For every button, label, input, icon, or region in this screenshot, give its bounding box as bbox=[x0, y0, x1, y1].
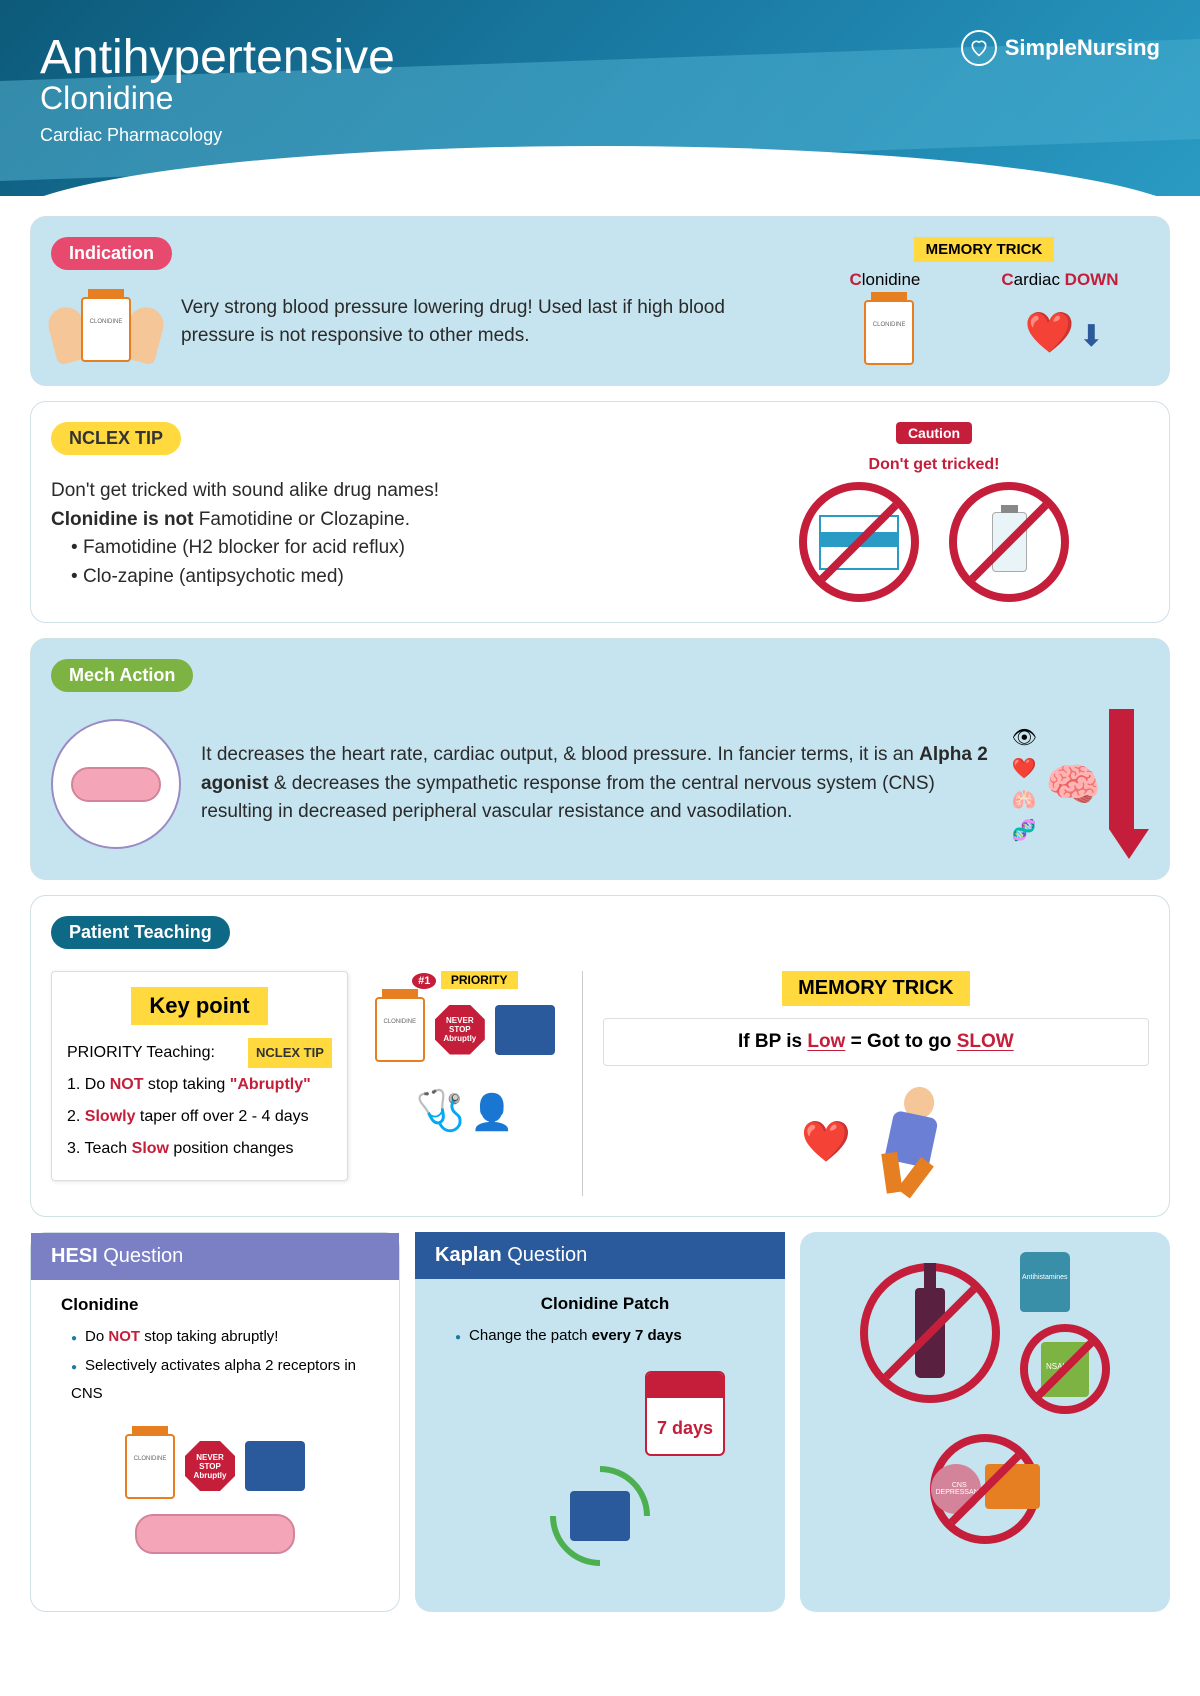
teaching-item-1: 1. Do NOT stop taking "Abruptly" bbox=[67, 1069, 332, 1101]
bp-check-illustration: 🩺 👤 bbox=[363, 1087, 567, 1134]
kaplan-bullet-1: Change the patch every 7 days bbox=[455, 1322, 765, 1351]
page-header: Antihypertensive Clonidine Cardiac Pharm… bbox=[0, 0, 1200, 196]
hesi-question-card: HESI Question Clonidine Do NOT stop taki… bbox=[30, 1232, 400, 1612]
avoid-substances-card: Antihistamines NSAID CNS DEPRESSANT bbox=[800, 1232, 1170, 1612]
hesi-illustration: NEVER STOP Abruptly bbox=[51, 1434, 379, 1554]
question-cards-row: HESI Question Clonidine Do NOT stop taki… bbox=[30, 1232, 1170, 1612]
heart-circle-icon bbox=[961, 30, 997, 66]
mech-action-badge: Mech Action bbox=[51, 659, 193, 692]
indication-text: Very strong blood pressure lowering drug… bbox=[181, 294, 799, 351]
mech-action-card: Mech Action It decreases the heart rate,… bbox=[30, 638, 1170, 880]
muscle-arm-icon bbox=[51, 282, 161, 362]
nclex-bullet2: • Clo-zapine (antipsychotic med) bbox=[71, 563, 699, 592]
memory-trick-text: If BP is Low = Got to go SLOW bbox=[603, 1018, 1149, 1066]
calendar-icon: 7 days bbox=[645, 1371, 725, 1456]
key-point-title: Key point bbox=[131, 987, 267, 1025]
brand-logo: SimpleNursing bbox=[961, 30, 1160, 66]
patient-teaching-badge: Patient Teaching bbox=[51, 916, 230, 949]
hesi-header: HESI Question bbox=[31, 1233, 399, 1280]
hesi-title: Clonidine bbox=[61, 1295, 379, 1315]
memory-cardiac-down: Cardiac DOWN bbox=[1001, 270, 1118, 290]
pill-bottle-icon bbox=[375, 997, 425, 1062]
pill-bottle-icon bbox=[864, 300, 914, 365]
nclex-tip-card: NCLEX TIP Don't get tricked with sound a… bbox=[30, 401, 1170, 623]
indication-card: Indication Very strong blood pressure lo… bbox=[30, 216, 1170, 386]
nclex-tip-badge: NCLEX TIP bbox=[51, 422, 181, 455]
patch-icon bbox=[495, 1005, 555, 1055]
hesi-bullet-2: Selectively activates alpha 2 receptors … bbox=[71, 1352, 379, 1409]
teaching-item-2: 2. Slowly taper off over 2 - 4 days bbox=[67, 1101, 332, 1133]
nclex-line1: Don't get tricked with sound alike drug … bbox=[51, 477, 699, 506]
mech-action-text: It decreases the heart rate, cardiac out… bbox=[201, 741, 992, 827]
blood-vessel-icon bbox=[51, 719, 181, 849]
caution-text: Don't get tricked! bbox=[719, 456, 1149, 474]
dizzy-person-illustration: ❤️ bbox=[603, 1086, 1149, 1196]
brand-name: SimpleNursing bbox=[1005, 35, 1160, 61]
memory-trick-label-2: MEMORY TRICK bbox=[782, 971, 970, 1006]
nclex-tip-mini-badge: NCLEX TIP bbox=[248, 1038, 332, 1068]
no-nsaid-icon: NSAID bbox=[1020, 1324, 1110, 1414]
stop-sign-icon: NEVER STOP Abruptly bbox=[435, 1005, 485, 1055]
patch-icon bbox=[570, 1491, 630, 1541]
no-clozapine-icon bbox=[949, 482, 1069, 602]
bp-monitor-down-icon: ❤️ ⬇ bbox=[1024, 309, 1103, 356]
kaplan-header: Kaplan Question bbox=[415, 1232, 785, 1279]
cns-organs-icon: 👁❤️🫁🧬 🧠 bbox=[1012, 709, 1149, 859]
memory-clonidine: Clonidine bbox=[849, 270, 920, 290]
priority-illustration: #1 PRIORITY NEVER STOP Abruptly 🩺 👤 bbox=[363, 971, 567, 1134]
memory-trick-label: MEMORY TRICK bbox=[914, 237, 1055, 262]
page-subtitle: Clonidine bbox=[40, 80, 1160, 117]
page-category: Cardiac Pharmacology bbox=[40, 125, 1160, 146]
key-point-box: Key point PRIORITY Teaching: NCLEX TIP 1… bbox=[51, 971, 348, 1181]
antihistamine-icon: Antihistamines bbox=[1020, 1252, 1070, 1312]
nclex-line2: Clonidine is not Famotidine or Clozapine… bbox=[51, 506, 699, 535]
priority-teaching-label: PRIORITY Teaching: NCLEX TIP bbox=[67, 1037, 332, 1069]
no-cns-depressant-icon: CNS DEPRESSANT bbox=[930, 1434, 1040, 1544]
hesi-bullet-1: Do NOT stop taking abruptly! bbox=[71, 1323, 379, 1352]
no-alcohol-icon bbox=[860, 1263, 1000, 1403]
memory-trick-box: MEMORY TRICK Clonidine Cardiac DOWN ❤️ ⬇ bbox=[819, 237, 1149, 365]
content-area: Indication Very strong blood pressure lo… bbox=[0, 196, 1200, 1632]
indication-badge: Indication bbox=[51, 237, 172, 270]
kaplan-illustration: 7 days bbox=[435, 1371, 765, 1571]
patient-teaching-card: Patient Teaching Key point PRIORITY Teac… bbox=[30, 895, 1170, 1217]
kaplan-title: Clonidine Patch bbox=[445, 1294, 765, 1314]
nclex-bullet1: • Famotidine (H2 blocker for acid reflux… bbox=[71, 534, 699, 563]
kaplan-question-card: Kaplan Question Clonidine Patch Change t… bbox=[415, 1232, 785, 1612]
no-famotidine-icon: FAMOTIDINE bbox=[799, 482, 919, 602]
caution-badge: Caution bbox=[896, 422, 972, 444]
teaching-item-3: 3. Teach Slow position changes bbox=[67, 1133, 332, 1165]
